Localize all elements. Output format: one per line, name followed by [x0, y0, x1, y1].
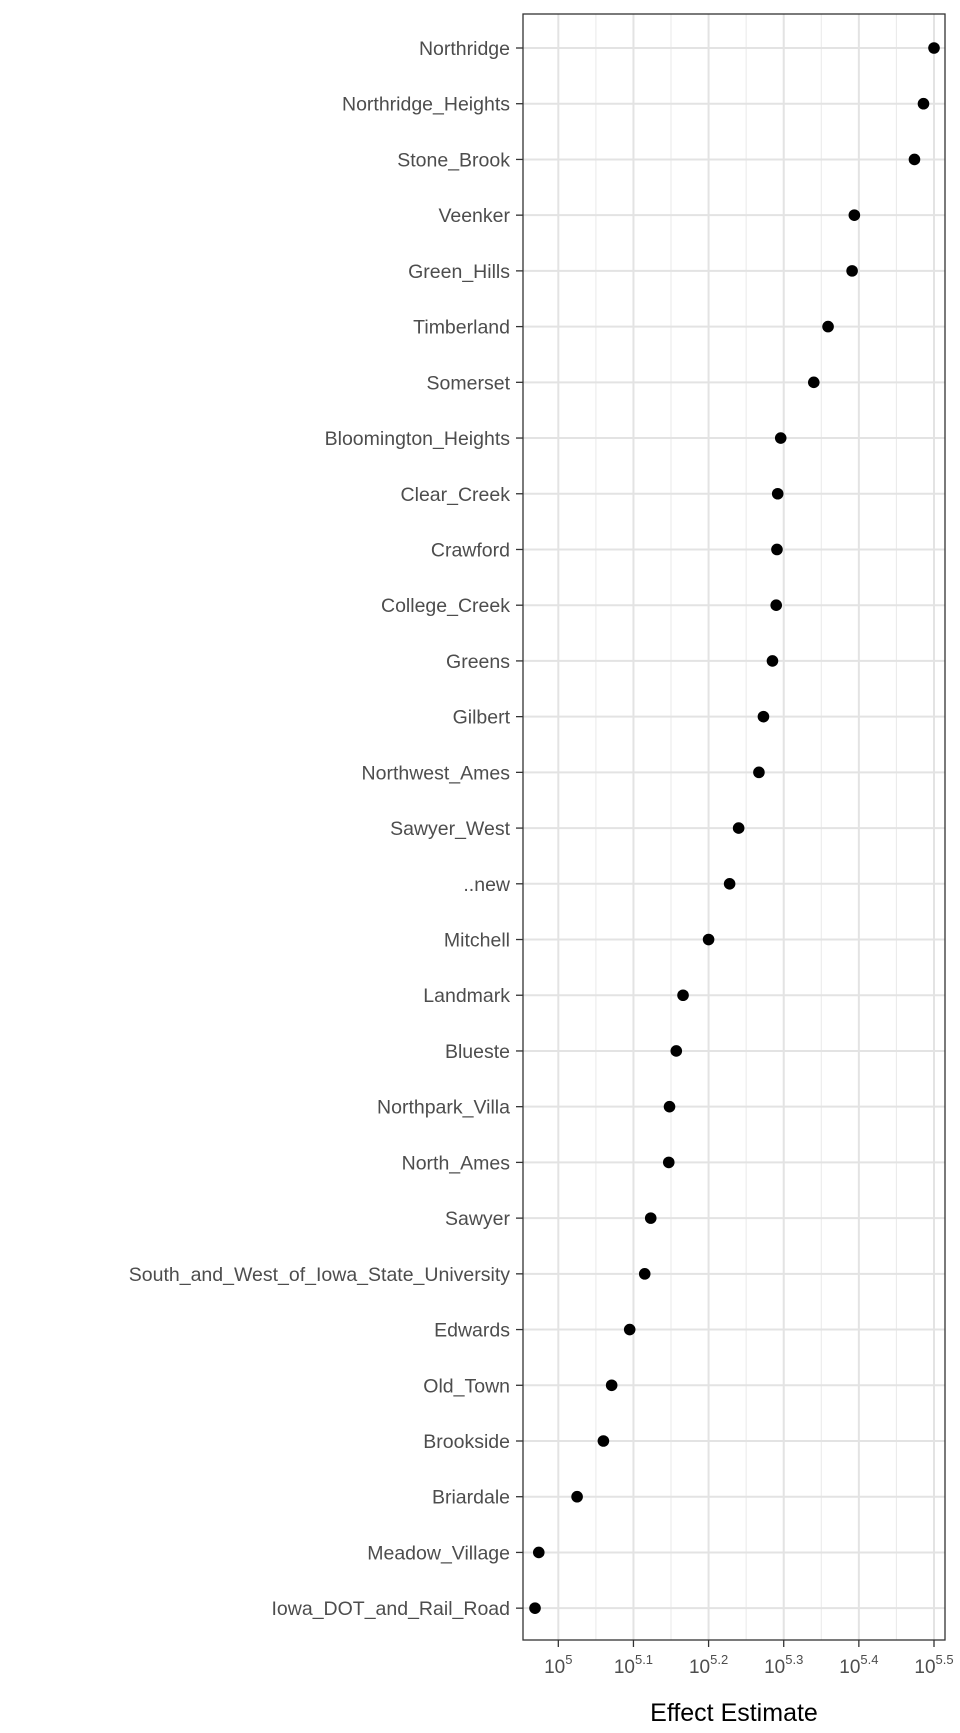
data-point [753, 766, 765, 779]
category-label: Edwards [434, 1320, 510, 1342]
category-label: Gilbert [453, 707, 511, 729]
category-label: Northwest_Ames [362, 762, 511, 784]
category-label: Brookside [423, 1431, 510, 1453]
data-point [677, 989, 689, 1002]
category-label: Northridge [419, 38, 510, 60]
x-tick-label: 105.2 [689, 1652, 728, 1678]
category-label: Stone_Brook [397, 149, 510, 171]
data-point [908, 153, 921, 166]
category-label: Clear_Creek [401, 484, 511, 506]
category-label: ..new [463, 874, 511, 896]
y-axis-labels: Northridge Northridge_Heights Stone_Brook V… [129, 38, 523, 1620]
category-label: Bloomington_Heights [325, 428, 511, 450]
data-point [532, 1546, 545, 1559]
data-point [662, 1156, 675, 1169]
category-label: Green_Hills [408, 261, 510, 283]
data-point [623, 1323, 636, 1336]
x-axis-title: Effect Estimate [650, 1699, 818, 1727]
category-label: Sawyer_West [390, 818, 511, 840]
data-point [807, 376, 820, 389]
data-point [917, 97, 930, 110]
data-point [774, 432, 787, 444]
category-label: Briardale [432, 1487, 510, 1509]
data-point [644, 1212, 657, 1224]
category-label: Greens [446, 651, 510, 673]
data-point [529, 1602, 541, 1614]
data-point [670, 1045, 683, 1057]
category-label: Old_Town [423, 1375, 510, 1397]
category-label: South_and_West_of_Iowa_State_University [129, 1264, 510, 1286]
panel-border [522, 13, 946, 1641]
category-label: North_Ames [402, 1152, 511, 1174]
data-point [702, 933, 715, 946]
data-point [771, 543, 783, 556]
data-point [848, 209, 861, 221]
data-points [529, 42, 940, 1614]
data-point [638, 1268, 651, 1280]
grid-lines [523, 14, 945, 1640]
x-tick-label: 105.1 [614, 1652, 653, 1678]
data-point [846, 265, 858, 277]
data-point [571, 1490, 583, 1503]
data-point [723, 878, 736, 890]
x-tick-label: 105 [544, 1652, 572, 1678]
data-point [766, 655, 779, 667]
data-point [928, 42, 940, 54]
data-point [822, 320, 834, 333]
category-label: Mitchell [444, 930, 510, 952]
category-label: Northpark_Villa [377, 1097, 510, 1119]
category-label: Northridge_Heights [342, 94, 510, 116]
category-label: Crawford [431, 539, 510, 561]
data-point [663, 1100, 676, 1113]
x-tick-label: 105.4 [839, 1652, 878, 1678]
category-label: Blueste [445, 1041, 510, 1063]
category-label: Sawyer [445, 1208, 511, 1230]
category-label: Timberland [413, 317, 510, 339]
x-tick-label: 105.5 [914, 1652, 953, 1678]
data-point [597, 1435, 610, 1447]
data-point [732, 822, 745, 834]
category-label: Veenker [438, 205, 510, 227]
category-label: Somerset [427, 372, 511, 394]
category-label: Meadow_Village [367, 1542, 510, 1564]
data-point [605, 1379, 618, 1392]
data-point [757, 710, 770, 723]
category-label: Landmark [423, 985, 510, 1007]
data-point [770, 599, 783, 611]
x-axis: 105 105.1 105.2 105.3 105.4 105.5 [544, 1640, 954, 1678]
category-label: Iowa_DOT_and_Rail_Road [272, 1598, 510, 1620]
category-label: College_Creek [381, 595, 510, 617]
x-tick-label: 105.3 [764, 1652, 803, 1678]
data-point [771, 487, 784, 500]
